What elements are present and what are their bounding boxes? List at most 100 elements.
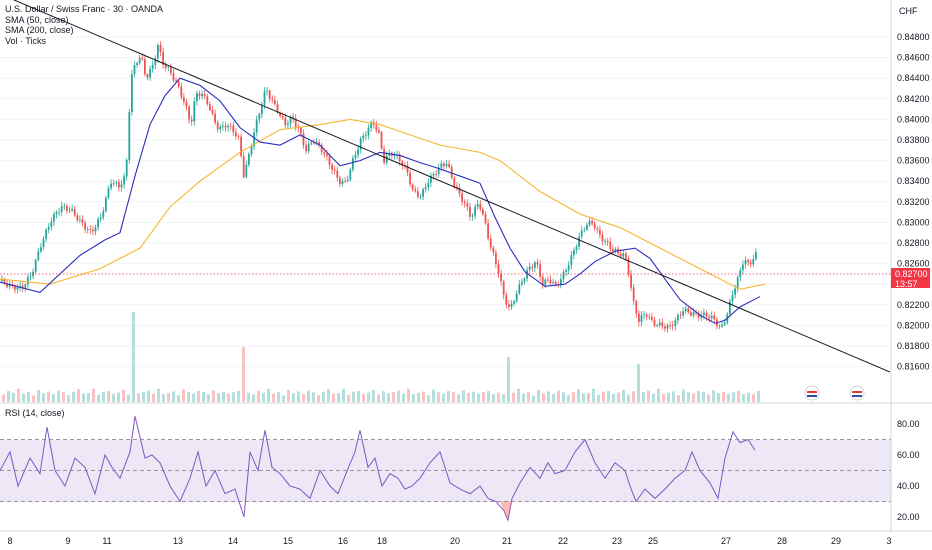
candle-body: [302, 133, 305, 146]
volume-bar: [712, 390, 715, 402]
currency-label[interactable]: CHF: [899, 6, 918, 16]
candle-body: [482, 209, 484, 215]
candle-body: [523, 278, 526, 282]
candle-body: [489, 238, 492, 248]
candle-body: [393, 155, 396, 156]
volume-legend[interactable]: Vol · Ticks: [5, 36, 47, 47]
candle-body: [8, 283, 11, 287]
candle-body: [159, 44, 162, 53]
candle-body: [606, 240, 609, 242]
volume-bar: [222, 391, 225, 402]
candle-body: [177, 81, 180, 87]
volume-bar: [82, 393, 85, 402]
volume-bar: [317, 395, 320, 402]
rsi-legend[interactable]: RSI (14, close): [5, 408, 65, 418]
candle-body: [326, 154, 328, 157]
candle-body: [710, 315, 713, 319]
time-tick-label: 23: [612, 536, 622, 546]
volume-bar: [102, 391, 105, 402]
volume-bar: [302, 394, 305, 402]
candle-body: [123, 176, 125, 185]
candle-body: [643, 314, 645, 316]
candle-body: [136, 63, 138, 66]
volume-bar: [532, 395, 535, 402]
volume-bar: [262, 392, 265, 402]
candle-body: [645, 314, 648, 317]
volume-bar: [62, 392, 65, 402]
candle-body: [747, 260, 749, 263]
volume-bar: [202, 391, 205, 402]
candle-body: [755, 252, 757, 260]
candle-body: [144, 59, 146, 75]
volume-bar: [332, 393, 335, 402]
candle-body: [736, 277, 739, 289]
time-tick-label: 16: [338, 536, 348, 546]
volume-bar: [512, 392, 515, 402]
candle-body: [718, 326, 721, 327]
volume-bar: [417, 392, 420, 402]
candle-body: [68, 210, 71, 212]
volume-bar: [257, 391, 260, 402]
candle-body: [229, 125, 232, 127]
volume-bar: [217, 392, 220, 402]
candle-body: [703, 312, 705, 316]
candle-body: [692, 312, 695, 316]
volume-bar: [97, 394, 100, 402]
volume-bar: [667, 392, 670, 402]
time-tick-label: 3: [886, 536, 891, 546]
volume-bar: [272, 393, 275, 402]
candle-body: [86, 229, 89, 230]
candle-body: [40, 247, 42, 252]
price-tick-label: 0.84600: [897, 53, 930, 63]
candle-body: [708, 316, 710, 319]
candle-body: [484, 214, 487, 224]
volume-bar: [457, 394, 460, 402]
volume-bar: [37, 389, 40, 402]
symbol-title[interactable]: U.S. Dollar / Swiss Franc · 30 · OANDA: [5, 4, 164, 14]
candle-body: [547, 279, 549, 281]
volume-bar: [572, 391, 575, 402]
rsi-series: [0, 416, 756, 522]
candle-body: [263, 91, 266, 106]
time-tick-label: 13: [173, 536, 183, 546]
candle-body: [734, 288, 736, 295]
trendline[interactable]: [0, 0, 891, 373]
volume-bar: [292, 393, 295, 402]
volume-bar: [617, 392, 620, 402]
volume-bar: [517, 388, 520, 402]
volume-bar: [392, 392, 395, 402]
volume-bar: [47, 391, 50, 402]
candle-body: [27, 277, 29, 285]
volume-bar: [72, 391, 75, 402]
sma50-legend[interactable]: SMA (50, close): [5, 14, 69, 25]
candle-body: [214, 113, 216, 123]
events[interactable]: [804, 385, 865, 401]
time-tick-label: 11: [102, 536, 111, 546]
candle-body: [625, 253, 627, 259]
candle-body: [261, 105, 263, 114]
candle-body: [24, 284, 27, 288]
candle-body: [612, 249, 614, 251]
volume-bar: [477, 393, 480, 402]
sma200-legend[interactable]: SMA (200, close): [5, 25, 74, 36]
moving-averages: [0, 77, 766, 324]
volume-bar: [607, 391, 610, 402]
volume-bar: [502, 394, 505, 402]
candle-body: [253, 132, 255, 147]
candle-body: [219, 126, 222, 130]
volume-bar: [147, 390, 150, 402]
rsi-tick-label: 80.00: [897, 419, 920, 429]
volume-bar: [297, 391, 300, 402]
candle-body: [11, 283, 14, 286]
candle-body: [42, 239, 45, 248]
volume-bar: [2, 394, 5, 402]
candle-body: [536, 262, 539, 265]
candle-body: [274, 100, 276, 104]
volume-bar: [412, 394, 415, 402]
candle-body: [583, 229, 586, 231]
candle-body: [518, 284, 521, 294]
time-axis[interactable]: 8 9 11 13 14 15 16 18 20 21 22 23 25 27 28 29 3: [7, 536, 891, 546]
candle-body: [323, 152, 326, 155]
candle-body: [346, 179, 349, 182]
